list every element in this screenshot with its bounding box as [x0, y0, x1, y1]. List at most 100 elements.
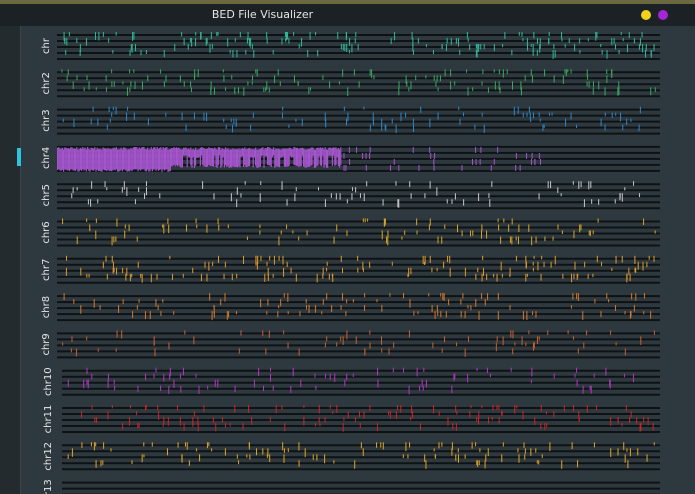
feature: [265, 87, 267, 92]
feature: [190, 87, 192, 93]
feature: [134, 199, 136, 205]
feature: [288, 38, 290, 44]
feature: [571, 442, 573, 450]
feature: [226, 311, 228, 320]
feature: [615, 44, 617, 50]
feature: [113, 267, 115, 273]
feature: [333, 236, 335, 244]
feature: [129, 69, 131, 74]
feature: [358, 81, 360, 88]
feature: [551, 112, 553, 116]
feature: [286, 148, 288, 167]
feature: [343, 106, 345, 112]
feature: [169, 255, 171, 260]
feature: [512, 348, 514, 355]
feature: [281, 38, 283, 45]
feature: [158, 411, 160, 420]
feature: [533, 255, 535, 259]
feature: [342, 336, 344, 345]
feature: [106, 273, 108, 280]
feature: [230, 118, 232, 123]
feature: [648, 255, 650, 260]
feature: [319, 423, 321, 427]
feature: [533, 342, 535, 351]
feature: [521, 336, 523, 346]
feature: [574, 261, 576, 270]
feature: [202, 181, 204, 189]
feature: [278, 236, 280, 246]
feature: [571, 273, 573, 283]
feature: [205, 148, 207, 167]
feature: [305, 305, 307, 310]
feature: [634, 255, 636, 264]
feature: [646, 454, 648, 462]
feature: [315, 423, 317, 427]
feature: [333, 147, 335, 156]
feature: [206, 38, 208, 44]
feature: [445, 311, 447, 318]
feature: [218, 255, 220, 263]
feature: [363, 193, 365, 202]
feature: [212, 261, 214, 267]
close-button[interactable]: [658, 10, 668, 20]
track: chr8: [41, 293, 660, 322]
feature: [86, 75, 88, 81]
feature: [541, 255, 543, 260]
feature: [573, 273, 575, 280]
feature: [168, 385, 170, 395]
feature: [183, 81, 185, 87]
feature: [510, 330, 512, 338]
feature: [393, 342, 395, 348]
feature: [297, 81, 299, 86]
feature: [110, 448, 112, 452]
feature: [606, 69, 608, 74]
feature: [246, 148, 248, 167]
feature: [596, 405, 598, 411]
track: chr12: [43, 442, 660, 471]
feature: [86, 218, 88, 222]
feature: [144, 149, 146, 172]
feature: [200, 32, 202, 40]
feature: [221, 148, 223, 167]
feature: [588, 81, 590, 88]
feature: [364, 218, 366, 223]
feature: [630, 411, 632, 418]
feature: [364, 348, 366, 356]
feature: [511, 218, 513, 225]
feature: [475, 158, 477, 165]
feature: [304, 149, 306, 168]
feature: [240, 149, 242, 158]
minimize-button[interactable]: [641, 10, 651, 20]
feature: [236, 187, 238, 195]
feature: [475, 273, 477, 280]
feature: [113, 236, 115, 243]
feature: [76, 236, 78, 245]
feature: [635, 267, 637, 273]
feature: [410, 267, 412, 274]
feature: [395, 124, 397, 134]
feature: [309, 148, 311, 167]
feature: [345, 311, 347, 316]
feature: [181, 454, 183, 461]
feature: [130, 44, 132, 51]
feature: [133, 147, 135, 170]
feature: [653, 44, 655, 52]
feature: [272, 50, 274, 55]
feature: [355, 336, 357, 344]
feature: [291, 149, 293, 158]
feature: [180, 385, 182, 393]
feature: [112, 261, 114, 269]
feature: [441, 442, 443, 447]
feature: [434, 152, 436, 159]
feature: [106, 124, 108, 130]
feature: [323, 149, 325, 168]
feature: [314, 305, 316, 313]
feature: [346, 44, 348, 53]
feature: [288, 147, 290, 166]
feature: [142, 146, 144, 169]
feature: [610, 448, 612, 457]
feature: [80, 267, 82, 276]
feature: [563, 405, 565, 412]
feature: [263, 385, 265, 392]
feature: [95, 460, 97, 468]
